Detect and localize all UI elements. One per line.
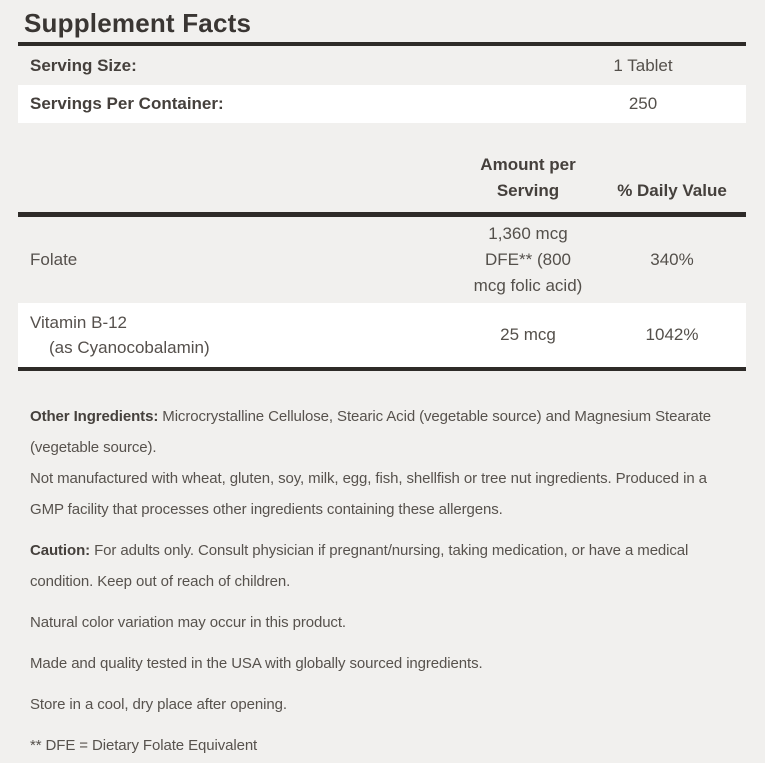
- footnote-line: GMP facility that processes other ingred…: [30, 501, 503, 518]
- footnote-line: condition. Keep out of reach of children…: [30, 573, 291, 590]
- nutrient-daily-value: 1042%: [645, 325, 699, 344]
- serving-size-value: 1 Tablet: [613, 55, 673, 75]
- nutrient-name-block: Vitamin B-12 (as Cyanocobalamin): [18, 310, 458, 360]
- footnote-line: Made and quality tested in the USA with …: [30, 655, 483, 672]
- nutrient-name-source: (as Cyanocobalamin): [49, 338, 210, 357]
- amount-header-line-2: Serving: [496, 181, 560, 200]
- amount-line: 1,360 mcg: [488, 224, 568, 243]
- other-ingredients-lead: Other Ingredients:: [30, 408, 159, 425]
- footnote-line: Store in a cool, dry place after opening…: [30, 696, 287, 713]
- storage-paragraph: Store in a cool, dry place after opening…: [30, 689, 746, 720]
- daily-value-header: % Daily Value: [617, 181, 727, 200]
- amount-line: DFE** (800: [485, 250, 571, 269]
- nutrient-row-folate: Folate 1,360 mcg DFE** (800 mcg folic ac…: [18, 217, 746, 303]
- footnote-line: Not manufactured with wheat, gluten, soy…: [30, 470, 707, 487]
- dfe-definition-paragraph: ** DFE = Dietary Folate Equivalent: [30, 730, 746, 761]
- amount-line: mcg folic acid): [473, 276, 583, 295]
- footnote-line: ** DFE = Dietary Folate Equivalent: [30, 737, 258, 754]
- footnote-line: (vegetable source).: [30, 439, 157, 456]
- allergen-paragraph: Not manufactured with wheat, gluten, soy…: [30, 463, 746, 525]
- nutrient-name: Vitamin B-12: [30, 313, 128, 332]
- divider-bottom: [18, 367, 746, 371]
- nutrient-amount: 25 mcg: [458, 322, 598, 348]
- footnote-line: Other Ingredients: Microcrystalline Cell…: [30, 401, 746, 432]
- made-in-usa-paragraph: Made and quality tested in the USA with …: [30, 648, 746, 679]
- other-ingredients-paragraph: Other Ingredients: Microcrystalline Cell…: [30, 401, 746, 463]
- table-header-row: Amount per Serving % Daily Value: [18, 152, 746, 212]
- divider-top: [18, 42, 746, 46]
- footnote-text: For adults only. Consult physician if pr…: [94, 542, 689, 559]
- servings-per-container-label: Servings Per Container:: [30, 94, 224, 113]
- amount-per-serving-header: Amount per Serving: [458, 152, 598, 204]
- color-variation-paragraph: Natural color variation may occur in thi…: [30, 607, 746, 638]
- nutrient-name: Folate: [30, 250, 78, 269]
- caution-lead: Caution:: [30, 542, 91, 559]
- amount-line: 25 mcg: [500, 325, 556, 344]
- amount-header-line-1: Amount per: [480, 155, 576, 174]
- nutrient-daily-value: 340%: [650, 250, 694, 269]
- caution-paragraph: Caution: For adults only. Consult physic…: [30, 535, 746, 597]
- servings-per-container-value: 250: [628, 94, 658, 113]
- label-title: Supplement Facts: [24, 8, 252, 38]
- supplement-facts-panel: Supplement Facts Serving Size: 1 Tablet …: [18, 0, 746, 761]
- servings-per-container-row: Servings Per Container: 250: [18, 85, 746, 123]
- footnotes: Other Ingredients: Microcrystalline Cell…: [18, 371, 746, 761]
- footnote-text: Microcrystalline Cellulose, Stearic Acid…: [162, 408, 712, 425]
- footnote-line: Natural color variation may occur in thi…: [30, 614, 346, 631]
- serving-size-row: Serving Size: 1 Tablet: [18, 46, 746, 85]
- nutrient-amount: 1,360 mcg DFE** (800 mcg folic acid): [458, 221, 598, 299]
- nutrient-row-vitamin-b12: Vitamin B-12 (as Cyanocobalamin) 25 mcg …: [18, 303, 746, 367]
- footnote-line: Caution: For adults only. Consult physic…: [30, 535, 746, 566]
- serving-size-label: Serving Size:: [30, 55, 137, 75]
- divider-header: [18, 212, 746, 217]
